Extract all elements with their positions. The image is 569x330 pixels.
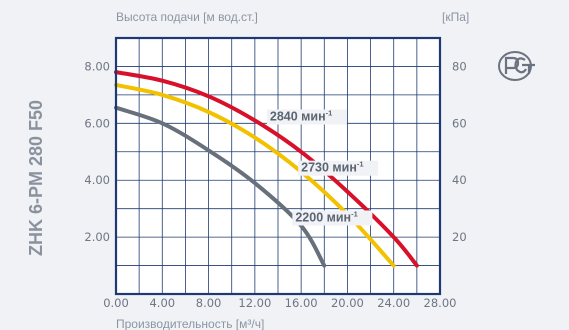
- series-line-1: [114, 70, 419, 268]
- x-axis-title: Производительность [м³/ч]: [116, 317, 264, 330]
- series-label-background: [266, 109, 347, 125]
- tick-labels: 0.00 4.00 8.00 12.00 16.00 20.00 24.00 28.00 2.0…: [84, 59, 466, 310]
- x-tick-label: 24.00: [377, 296, 410, 310]
- x-tick-label: 8.00: [196, 296, 222, 310]
- model-label: ZHK 6-PM 280 F50: [26, 100, 46, 256]
- y-tick-label-right: 60: [452, 116, 467, 130]
- y-tick-label-right: 20: [452, 230, 467, 244]
- x-tick-label: 4.00: [149, 296, 175, 310]
- series-label-background: [298, 160, 379, 176]
- series-label-3: 2200 мин-1: [295, 209, 357, 224]
- x-tick-label: 28.00: [424, 296, 457, 310]
- y-tick-label-left: 6.00: [84, 116, 110, 130]
- series-label-1: 2840 мин-1: [270, 108, 332, 123]
- series-line-3: [114, 105, 327, 268]
- x-tick-label: 20.00: [331, 296, 364, 310]
- rst-certification-icon: [498, 51, 535, 81]
- y-axis-right-title: [кПа]: [442, 10, 469, 24]
- y-axis-left-title: Высота подачи [м вод.ст.]: [116, 10, 258, 24]
- y-tick-label-right: 80: [452, 59, 467, 73]
- series-label-background: [292, 210, 373, 226]
- x-tick-label: 12.00: [238, 296, 271, 310]
- y-tick-label-left: 4.00: [84, 173, 110, 187]
- y-tick-label-left: 8.00: [84, 59, 110, 73]
- curve-labels: 2840 мин-1 2730 мин-1 2200 мин-1: [266, 108, 379, 226]
- series-label-2: 2730 мин-1: [301, 160, 363, 175]
- x-tick-label: 0.00: [103, 296, 129, 310]
- y-tick-label-left: 2.00: [84, 230, 110, 244]
- x-tick-label: 16.00: [285, 296, 318, 310]
- plot-frame: [114, 36, 442, 296]
- y-tick-label-right: 40: [452, 173, 467, 187]
